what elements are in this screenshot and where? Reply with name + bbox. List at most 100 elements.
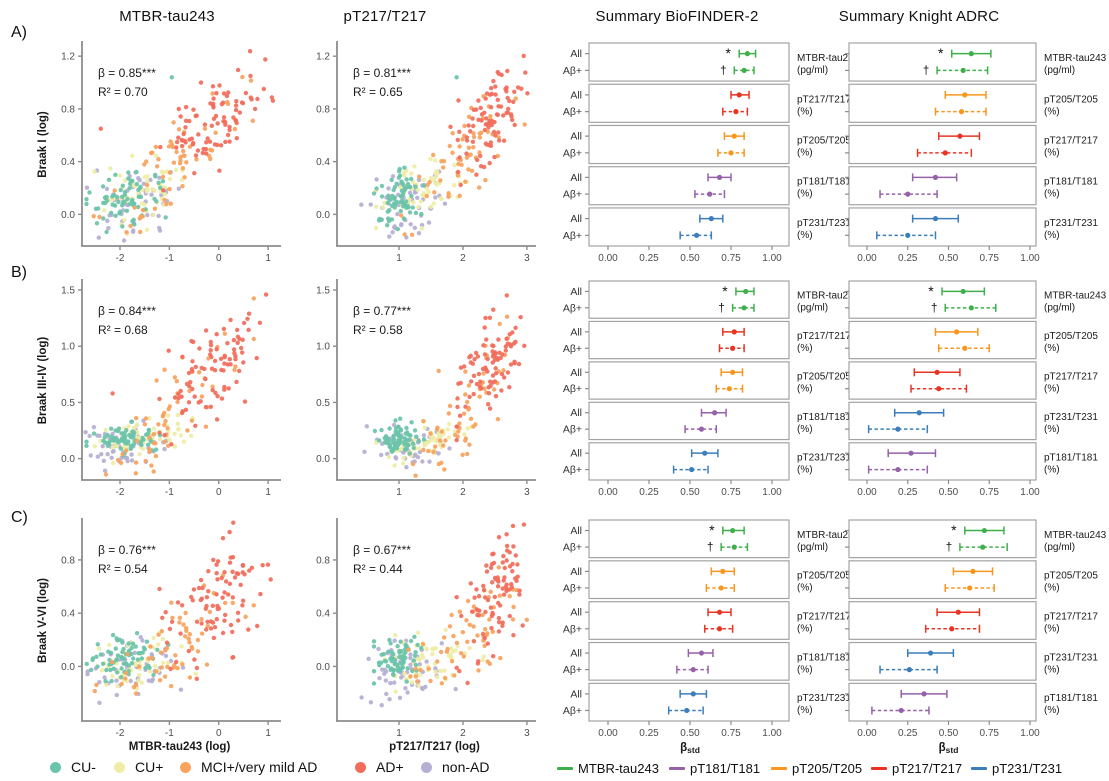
svg-text:βstd: βstd: [939, 742, 959, 755]
svg-text:All: All: [570, 566, 582, 578]
svg-text:β = 0.85***: β = 0.85***: [98, 66, 156, 80]
legend-item-ad-plus: AD+: [355, 759, 404, 775]
svg-text:0.25: 0.25: [898, 728, 918, 739]
scatter-points: [83, 292, 269, 477]
svg-text:0.0: 0.0: [61, 210, 75, 221]
svg-text:1.00: 1.00: [762, 728, 782, 739]
svg-text:0.25: 0.25: [639, 728, 659, 739]
cu-plus-dot-icon: [114, 761, 125, 773]
scatter-points: [359, 522, 529, 708]
svg-text:†: †: [946, 542, 952, 554]
svg-text:(%): (%): [797, 148, 813, 159]
svg-text:(%): (%): [1044, 424, 1060, 435]
svg-text:β = 0.84***: β = 0.84***: [98, 304, 156, 318]
svg-text:0.00: 0.00: [598, 728, 618, 739]
svg-text:Braak I (log): Braak I (log): [37, 111, 49, 178]
scatter-points: [362, 293, 527, 478]
svg-text:pT231/T231: pT231/T231: [797, 693, 851, 704]
svg-text:pT205/T205: pT205/T205: [1044, 331, 1098, 342]
svg-text:pT231/T231: pT231/T231: [1044, 652, 1098, 663]
svg-text:Aβ+: Aβ+: [563, 65, 582, 77]
svg-text:0: 0: [216, 253, 222, 264]
forest-plot-Ckn: *†MTBR-tau243(pg/ml)pT205/T205(%)pT217/T…: [845, 519, 1107, 755]
svg-text:All: All: [570, 448, 582, 460]
svg-text:3: 3: [524, 253, 530, 264]
svg-text:pT205/T205: pT205/T205: [1044, 571, 1098, 582]
svg-text:3: 3: [524, 487, 530, 498]
svg-text:0.4: 0.4: [316, 157, 330, 168]
row-label-b: B): [11, 264, 27, 281]
svg-text:All: All: [570, 286, 582, 298]
svg-text:All: All: [570, 607, 582, 619]
scatter-plot-B2: 1 2 3 0.0 0.5 1.0 1.5 β = 0.77*** R² = 0.58: [316, 279, 536, 498]
svg-text:2: 2: [460, 253, 466, 264]
non-ad-dot-icon: [421, 761, 432, 773]
svg-text:0.00: 0.00: [598, 487, 618, 498]
svg-text:R² = 0.70: R² = 0.70: [98, 85, 148, 99]
column-header-mtbr: MTBR-tau243: [119, 8, 215, 25]
svg-text:All: All: [570, 172, 582, 184]
svg-text:pT231/T231: pT231/T231: [797, 218, 851, 229]
legend-label: CU-: [71, 759, 96, 775]
svg-text:β = 0.77***: β = 0.77***: [353, 304, 411, 318]
legend-item-cu-plus: CU+: [114, 759, 163, 775]
legend-label: MCI+/very mild AD: [201, 759, 318, 775]
svg-text:pT217/T217: pT217/T217: [1044, 136, 1098, 147]
svg-text:All: All: [570, 48, 582, 60]
svg-text:(%): (%): [797, 343, 813, 354]
legend-label: pT231/T231: [992, 761, 1063, 776]
svg-text:All: All: [570, 525, 582, 537]
svg-text:(%): (%): [1044, 230, 1060, 241]
legend-item-pt217-line: pT217/T217: [871, 761, 962, 776]
svg-text:-2: -2: [116, 487, 125, 498]
svg-text:0: 0: [216, 728, 222, 739]
svg-text:MTBR-tau243: MTBR-tau243: [797, 53, 860, 64]
svg-text:βstd: βstd: [680, 742, 700, 755]
svg-text:pT181/T181: pT181/T181: [1044, 452, 1098, 463]
svg-text:0.75: 0.75: [980, 253, 1000, 264]
svg-text:0.5: 0.5: [316, 398, 330, 409]
svg-text:Aβ+: Aβ+: [563, 302, 582, 314]
svg-text:(%): (%): [1044, 343, 1060, 354]
svg-text:All: All: [570, 367, 582, 379]
svg-text:Aβ+: Aβ+: [563, 664, 582, 676]
legend-item-cu-minus: CU-: [50, 759, 96, 775]
svg-text:†: †: [923, 65, 929, 77]
svg-text:1.2: 1.2: [316, 52, 330, 63]
svg-text:0.0: 0.0: [61, 662, 75, 673]
svg-text:0.25: 0.25: [898, 487, 918, 498]
svg-text:(%): (%): [797, 705, 813, 716]
svg-text:R² = 0.54: R² = 0.54: [98, 562, 148, 576]
svg-text:1.00: 1.00: [1020, 253, 1040, 264]
pt181-line-icon: [669, 767, 685, 770]
svg-text:0: 0: [216, 487, 222, 498]
svg-text:0.75: 0.75: [721, 728, 741, 739]
svg-text:All: All: [570, 131, 582, 143]
svg-text:0.50: 0.50: [939, 487, 959, 498]
forest-plot-Akn: *†MTBR-tau243(pg/ml)pT205/T205(%)pT217/T…: [845, 42, 1107, 264]
legend-item-pt181-line: pT181/T181: [669, 761, 760, 776]
ad-plus-dot-icon: [355, 761, 366, 773]
svg-text:MTBR-tau243: MTBR-tau243: [1044, 53, 1107, 64]
svg-text:(%): (%): [797, 189, 813, 200]
svg-text:All: All: [570, 688, 582, 700]
scatter-points: [359, 53, 530, 240]
svg-text:(%): (%): [1044, 106, 1060, 117]
svg-text:0.4: 0.4: [61, 609, 75, 620]
svg-text:1.5: 1.5: [61, 285, 75, 296]
legend-item-non-ad: non-AD: [421, 759, 489, 775]
svg-text:Aβ+: Aβ+: [563, 582, 582, 594]
svg-text:0.4: 0.4: [61, 157, 75, 168]
legend-item-mtbr-line: MTBR-tau243: [557, 761, 659, 776]
forest-plot-Abf: All Aβ+ * † MTBR-tau243(pg/ml) All Aβ+ pT217/T2…: [563, 42, 860, 264]
svg-text:pT181/T181: pT181/T181: [1044, 177, 1098, 188]
svg-text:2: 2: [460, 728, 466, 739]
svg-text:(%): (%): [1044, 624, 1060, 635]
column-header-knight: Summary Knight ADRC: [838, 8, 1000, 25]
svg-text:(%): (%): [797, 106, 813, 117]
svg-text:(%): (%): [1044, 148, 1060, 159]
svg-text:0.50: 0.50: [680, 728, 700, 739]
svg-text:0.50: 0.50: [939, 728, 959, 739]
scatter-plot-C1: -2 -1 0 1 0.0 0.4 0.8 Braak V-VI (log) MTBR-tau2…: [37, 518, 281, 753]
svg-text:0.8: 0.8: [61, 555, 75, 566]
